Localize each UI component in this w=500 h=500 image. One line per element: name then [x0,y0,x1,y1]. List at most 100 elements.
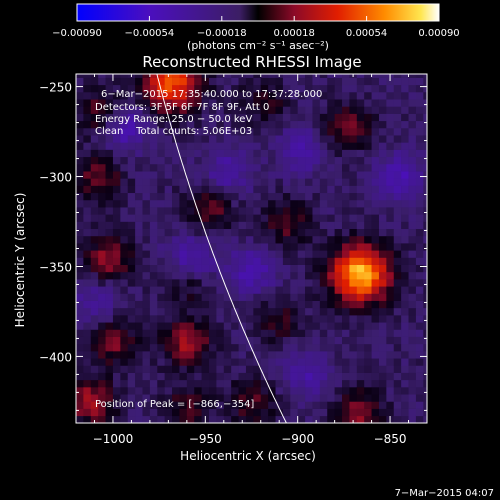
heatmap-pixel [216,365,225,373]
heatmap-pixel [415,415,424,423]
heatmap-pixel [201,286,210,294]
heatmap-pixel [371,243,380,251]
heatmap-pixel [401,415,409,423]
heatmap-pixel [401,271,409,280]
heatmap-pixel [386,156,395,165]
heatmap-pixel [378,221,387,230]
heatmap-pixel [127,343,136,352]
heatmap-pixel [386,221,395,230]
heatmap-pixel [260,365,269,373]
heatmap-pixel [327,77,335,86]
heatmap-pixel [172,228,180,237]
heatmap-pixel [194,120,202,129]
heatmap-pixel [245,351,254,359]
heatmap-pixel [238,343,247,352]
heatmap-pixel [172,358,180,366]
heatmap-pixel [223,279,232,287]
heatmap-pixel [76,142,84,150]
heatmap-pixel [371,127,380,136]
heatmap-pixel [201,163,210,172]
heatmap-pixel [282,343,291,352]
heatmap-pixel [356,336,365,345]
heatmap-pixel [76,300,84,309]
heatmap-pixel [253,401,262,409]
heatmap-pixel [231,401,239,409]
heatmap-pixel [268,135,276,143]
heatmap-pixel [216,358,225,366]
heatmap-pixel [209,271,217,280]
heatmap-pixel [142,91,151,100]
heatmap-pixel [282,257,291,265]
heatmap-pixel [223,149,232,158]
heatmap-pixel [386,243,395,251]
heatmap-pixel [334,351,343,359]
heatmap-pixel [135,207,143,215]
heatmap-pixel [216,163,225,172]
heatmap-pixel [371,199,380,208]
heatmap-pixel [112,113,121,122]
heatmap-pixel [268,178,276,186]
heatmap-pixel [334,74,343,78]
heatmap-pixel [238,214,247,222]
heatmap-pixel [290,351,298,359]
heatmap-pixel [378,127,387,136]
heatmap-pixel [334,257,343,265]
heatmap-pixel [112,293,121,301]
heatmap-pixel [90,185,99,194]
heatmap-pixel [157,315,165,323]
heatmap-pixel [98,221,106,230]
heatmap-pixel [223,163,232,172]
heatmap-pixel [120,77,129,86]
heatmap-pixel [231,315,239,323]
heatmap-pixel [334,235,343,244]
heatmap-pixel [342,74,350,78]
heatmap-pixel [305,264,313,273]
heatmap-pixel [342,293,350,301]
heatmap-pixel [349,315,358,323]
heatmap-pixel [149,199,158,208]
heatmap-pixel [386,171,395,179]
heatmap-pixel [297,214,306,222]
heatmap-pixel [297,415,306,423]
heatmap-pixel [268,243,276,251]
heatmap-pixel [319,307,328,316]
heatmap-pixel [149,113,158,122]
heatmap-pixel [90,329,99,337]
heatmap-pixel [90,214,99,222]
heatmap-pixel [231,120,239,129]
heatmap-pixel [238,415,247,423]
heatmap-pixel [305,293,313,301]
heatmap-pixel [415,315,424,323]
heatmap-pixel [319,214,328,222]
heatmap-pixel [275,358,284,366]
heatmap-pixel [172,387,180,395]
heatmap-pixel [76,178,84,186]
heatmap-pixel [356,178,365,186]
heatmap-pixel [194,142,202,150]
heatmap-pixel [120,387,129,395]
heatmap-pixel [393,120,402,129]
heatmap-pixel [423,286,427,294]
heatmap-pixel [105,358,114,366]
heatmap-pixel [260,163,269,172]
heatmap-pixel [201,127,210,136]
heatmap-pixel [371,343,380,352]
heatmap-pixel [423,243,427,251]
heatmap-pixel [268,408,276,417]
heatmap-pixel [275,264,284,273]
heatmap-pixel [401,74,409,78]
x-axis-label: Heliocentric X (arcsec) [180,449,316,463]
heatmap-pixel [112,243,121,251]
heatmap-pixel [371,257,380,265]
heatmap-pixel [112,156,121,165]
heatmap-pixel [164,329,173,337]
heatmap-pixel [149,365,158,373]
heatmap-pixel [201,307,210,316]
heatmap-pixel [349,286,358,294]
heatmap-pixel [157,113,165,122]
heatmap-pixel [378,207,387,215]
heatmap-pixel [105,84,114,93]
heatmap-pixel [76,149,84,158]
heatmap-pixel [172,156,180,165]
heatmap-pixel [194,185,202,194]
